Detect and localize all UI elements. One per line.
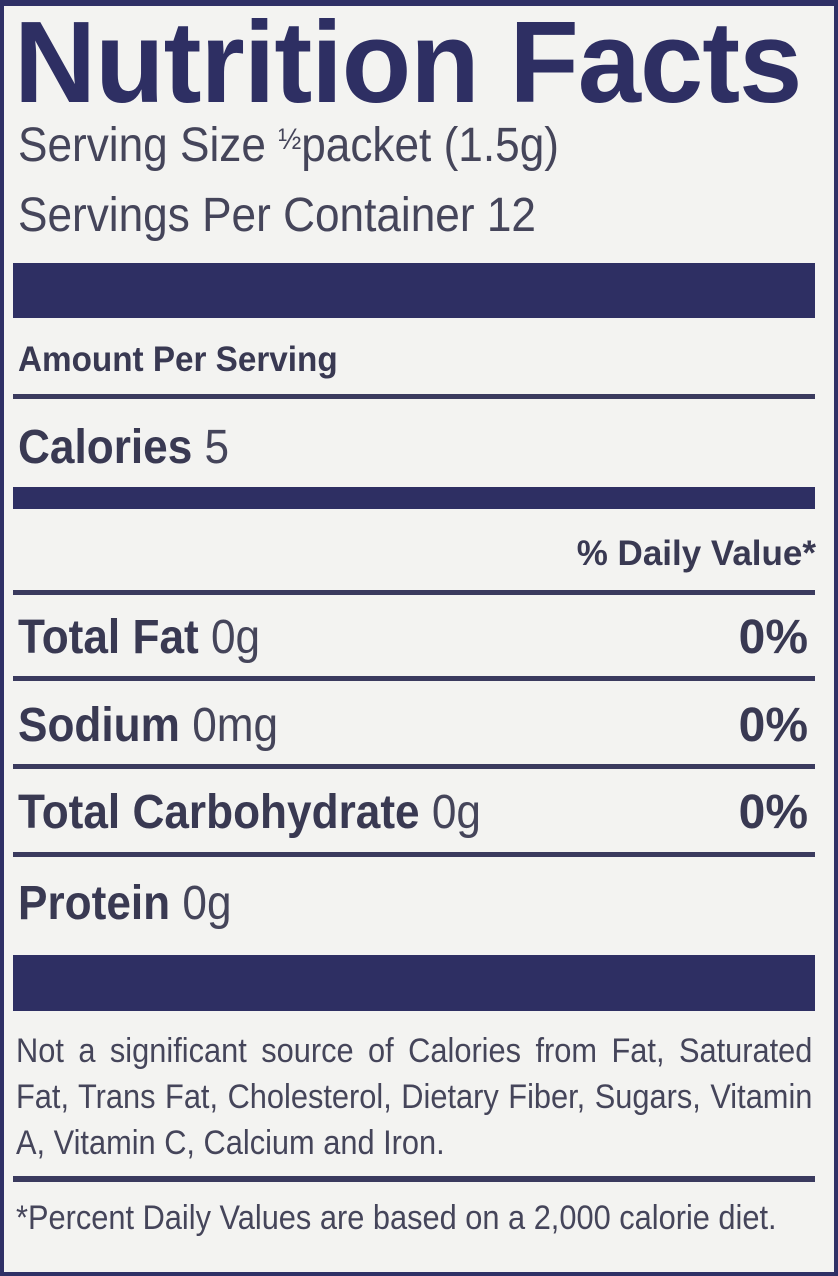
- divider: [13, 764, 815, 769]
- nutrient-dv: 0%: [738, 786, 808, 839]
- nutrient-amount: 0g: [431, 786, 481, 839]
- nutrient-label: Protein: [18, 877, 171, 930]
- calories-label: Calories: [18, 421, 193, 474]
- divider: [13, 852, 815, 857]
- servings-value: 12: [486, 189, 536, 242]
- divider: [13, 676, 815, 681]
- nutrient-dv: 0%: [738, 611, 808, 664]
- nutrient-dv: 0%: [738, 699, 808, 752]
- thick-divider: [13, 263, 815, 318]
- nutrient-row-total-fat: Total Fat 0g: [18, 612, 260, 664]
- nutrient-label: Sodium: [18, 699, 180, 752]
- calories-row: Calories 5: [18, 422, 229, 474]
- divider: [13, 590, 815, 595]
- calories-value: 5: [204, 421, 230, 474]
- servings-per-container: Servings Per Container 12: [18, 190, 536, 242]
- nutrient-amount: 0g: [210, 611, 261, 664]
- label-title: Nutrition Facts: [14, 0, 802, 127]
- serving-size-label: Serving Size: [18, 119, 266, 172]
- thick-divider: [13, 955, 815, 1011]
- daily-value-header: % Daily Value*: [576, 534, 816, 573]
- serving-size-fraction: ½: [278, 123, 302, 156]
- amount-per-serving: Amount Per Serving: [18, 340, 338, 379]
- nutrient-amount: 0g: [182, 877, 232, 930]
- divider: [13, 394, 815, 399]
- divider: [13, 1176, 815, 1182]
- nutrient-label: Total Carbohydrate: [18, 786, 420, 839]
- nutrient-amount: 0mg: [192, 699, 279, 752]
- nutrient-label: Total Fat: [18, 611, 199, 664]
- servings-label: Servings Per Container: [18, 189, 475, 242]
- serving-size: Serving Size ½packet (1.5g): [18, 120, 559, 172]
- serving-size-value: packet (1.5g): [301, 119, 559, 172]
- daily-value-footnote: *Percent Daily Values are based on a 2,0…: [16, 1199, 777, 1237]
- not-significant-note: Not a significant source of Calories fro…: [16, 1032, 813, 1162]
- nutrient-row-protein: Protein 0g: [18, 878, 232, 930]
- nutrient-row-total-carbohydrate: Total Carbohydrate 0g: [18, 787, 481, 839]
- nutrient-row-sodium: Sodium 0mg: [18, 700, 278, 752]
- medium-divider: [13, 487, 815, 509]
